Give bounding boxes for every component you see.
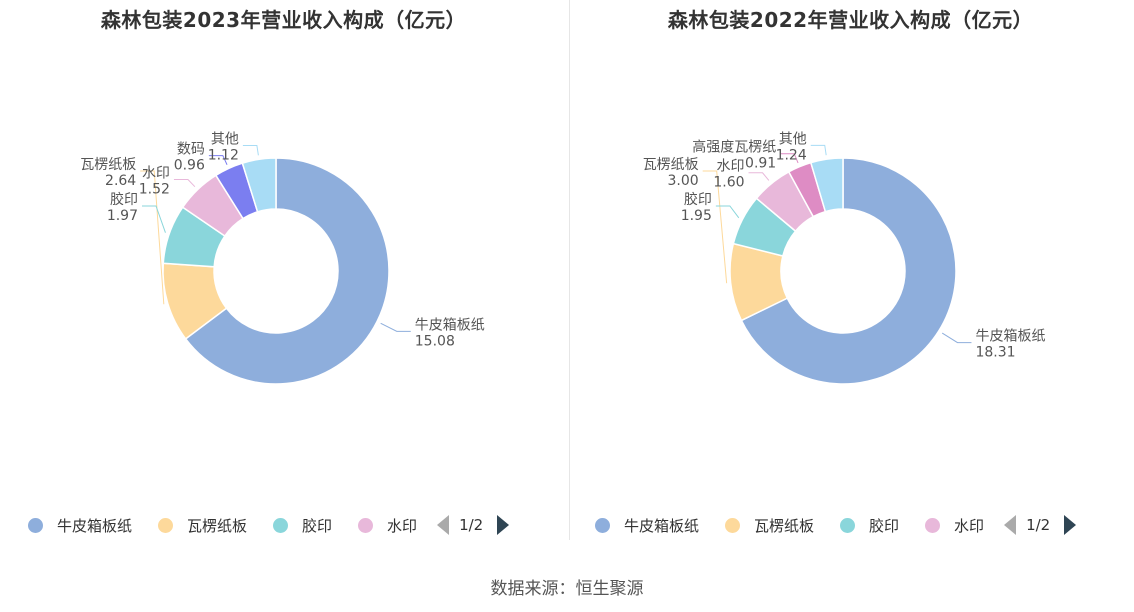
slice-name-label: 瓦楞纸板	[80, 157, 136, 173]
leader-line	[380, 322, 411, 332]
legend-item[interactable]: 水印	[358, 515, 417, 536]
legend-item[interactable]: 胶印	[273, 515, 332, 536]
legend-item[interactable]: 瓦楞纸板	[725, 515, 814, 536]
pager-next-icon[interactable]	[1064, 515, 1077, 535]
pie-slice[interactable]	[241, 157, 277, 213]
legend-item[interactable]: 瓦楞纸板	[158, 515, 247, 536]
leader-line	[941, 332, 972, 344]
slice-value-label: 1.97	[107, 208, 138, 224]
slice-name-label: 数码	[177, 142, 205, 158]
legend-pager: 1/2	[1004, 515, 1077, 535]
legend: 牛皮箱板纸 瓦楞纸板 胶印 水印 1/2	[595, 512, 1077, 538]
slice-name-label: 胶印	[684, 191, 712, 208]
legend-label: 瓦楞纸板	[754, 516, 815, 535]
leader-line	[715, 205, 740, 219]
leader-line	[810, 144, 827, 156]
pie-slice[interactable]	[809, 157, 844, 213]
pager-next-icon[interactable]	[497, 515, 510, 535]
slice-value-label: 3.00	[668, 173, 699, 189]
legend-marker	[273, 517, 289, 533]
chart-panel-2023: 森林包装2023年营业收入构成（亿元） 牛皮箱板纸 15.08 瓦楞纸板 2.64 胶印…	[0, 0, 567, 560]
legend-label: 瓦楞纸板	[187, 516, 248, 535]
legend-marker	[925, 517, 941, 533]
slice-value-label: 1.24	[776, 147, 807, 163]
legend-marker	[158, 517, 174, 533]
slice-name-label: 其他	[779, 131, 807, 147]
leader-line	[748, 172, 770, 181]
legend-label: 水印	[387, 516, 418, 535]
legend-label: 牛皮箱板纸	[624, 516, 700, 535]
slice-value-label: 0.96	[174, 158, 205, 174]
data-source: 数据来源：恒生聚源	[490, 579, 644, 599]
panel-divider	[569, 0, 570, 540]
legend-marker	[725, 517, 741, 533]
slice-name-label: 其他	[211, 131, 239, 147]
legend-marker	[358, 517, 374, 533]
slice-value-label: 15.08	[415, 333, 455, 349]
legend-label: 胶印	[302, 516, 333, 535]
slice-name-label: 高强度瓦楞纸	[692, 139, 776, 156]
legend-label: 牛皮箱板纸	[57, 516, 133, 535]
slice-value-label: 2.64	[105, 173, 136, 189]
slice-value-label: 1.60	[713, 175, 744, 191]
chart-panel-2022: 森林包装2022年营业收入构成（亿元） 牛皮箱板纸 18.31 瓦楞纸板 3.00 胶印…	[567, 0, 1134, 560]
pager-prev-icon[interactable]	[437, 515, 450, 535]
pie-slice[interactable]	[740, 157, 957, 385]
legend-marker	[28, 517, 43, 533]
slice-name-label: 牛皮箱板纸	[975, 329, 1045, 345]
slice-name-label: 牛皮箱板纸	[415, 317, 485, 333]
legend-marker	[840, 517, 856, 533]
slice-name-label: 胶印	[110, 191, 138, 208]
leader-line	[173, 178, 196, 188]
leader-line	[702, 170, 728, 284]
leader-line	[242, 144, 259, 156]
legend-label: 胶印	[869, 516, 900, 535]
slice-value-label: 1.95	[681, 208, 712, 224]
slice-value-label: 18.31	[975, 345, 1015, 361]
leader-line	[140, 170, 165, 305]
slice-value-label: 1.52	[139, 181, 170, 197]
slice-value-label: 1.12	[208, 147, 239, 163]
slice-name-label: 水印	[717, 159, 745, 175]
leader-line	[780, 153, 799, 164]
slice-name-label: 瓦楞纸板	[643, 157, 699, 173]
chart-title: 森林包装2022年营业收入构成（亿元）	[667, 8, 1034, 32]
pager-text: 1/2	[1026, 516, 1051, 534]
chart-title: 森林包装2023年营业收入构成（亿元）	[100, 8, 467, 32]
pager-text: 1/2	[459, 516, 484, 534]
legend-pager: 1/2	[437, 515, 510, 535]
legend-marker	[595, 517, 610, 533]
slice-name-label: 水印	[142, 165, 170, 181]
leader-line	[142, 205, 166, 233]
legend-item[interactable]: 牛皮箱板纸	[595, 515, 699, 536]
leader-line	[208, 155, 228, 165]
slice-value-label: 0.91	[745, 156, 776, 172]
legend: 牛皮箱板纸 瓦楞纸板 胶印 水印 1/2	[28, 512, 510, 538]
legend-label: 水印	[954, 516, 985, 535]
pie-slice[interactable]	[184, 157, 390, 385]
legend-item[interactable]: 水印	[925, 515, 984, 536]
pager-prev-icon[interactable]	[1004, 515, 1017, 535]
legend-item[interactable]: 胶印	[840, 515, 899, 536]
legend-item[interactable]: 牛皮箱板纸	[28, 515, 132, 536]
